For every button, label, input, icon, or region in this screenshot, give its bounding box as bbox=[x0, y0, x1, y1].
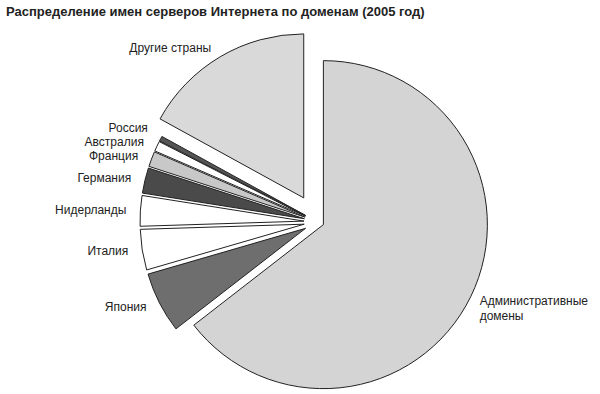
pie bbox=[140, 34, 487, 389]
slice-label: Германия bbox=[77, 171, 131, 185]
chart: Распределение имен серверов Интернета по… bbox=[0, 0, 600, 394]
slice bbox=[140, 224, 304, 270]
slice-label: Административныедомены bbox=[480, 294, 589, 323]
slice-label: Франция bbox=[89, 149, 138, 163]
slice-label: Австралия bbox=[85, 135, 144, 149]
slice-label: Япония bbox=[105, 300, 147, 314]
title: Распределение имен серверов Интернета по… bbox=[6, 4, 425, 19]
slice-label: Нидерланды bbox=[55, 203, 126, 217]
labels: Административныедомены Япония Италия Нидерл… bbox=[55, 41, 588, 323]
slice-label: Италия bbox=[87, 244, 128, 258]
slice-label: Россия bbox=[108, 121, 147, 135]
slice-label: Другие страны bbox=[129, 41, 211, 55]
slice bbox=[160, 34, 304, 198]
